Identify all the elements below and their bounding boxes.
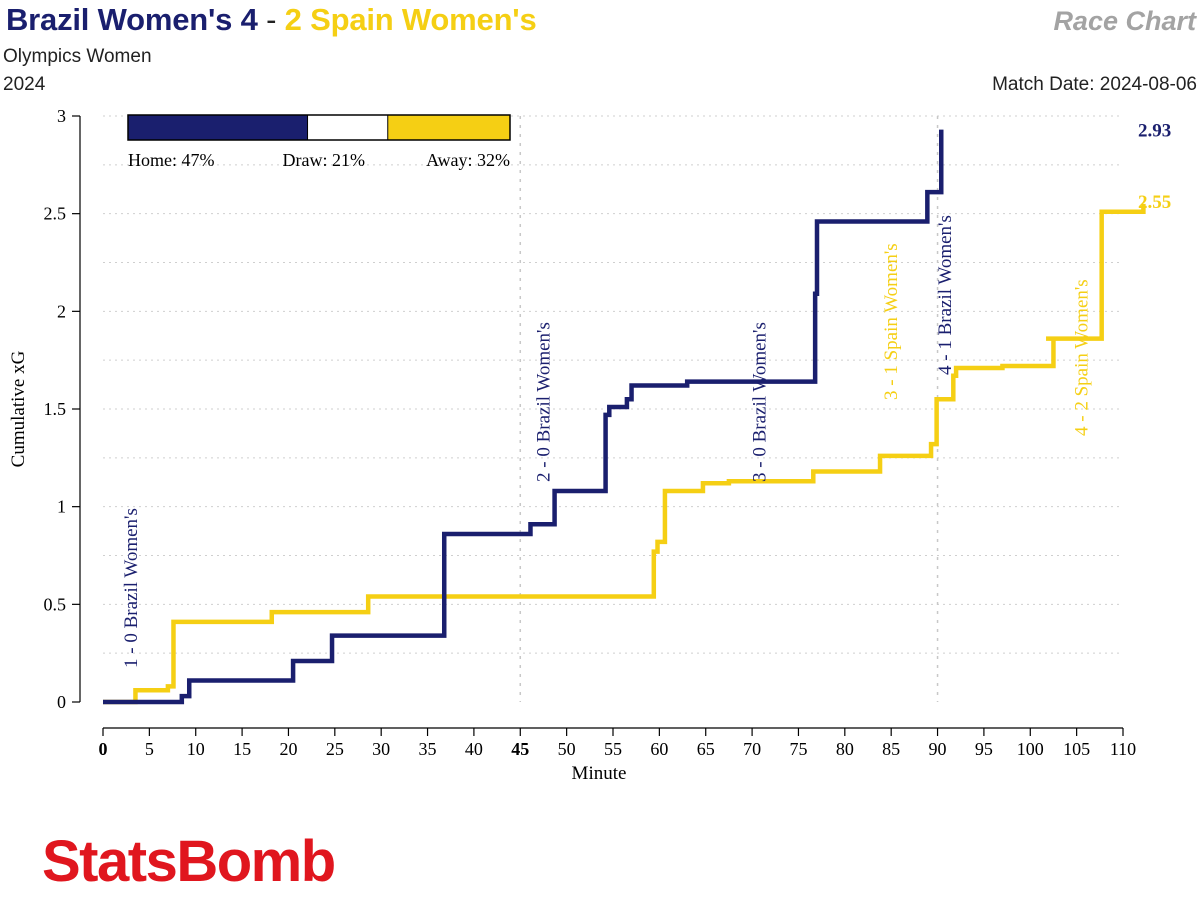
home-final-xg-label: 2.93 xyxy=(1138,121,1171,142)
win-prob-outline xyxy=(127,114,511,141)
x-tick-label: 85 xyxy=(882,739,900,759)
season-label: 2024 xyxy=(3,74,46,95)
chart-type-label: Race Chart xyxy=(1053,6,1196,36)
goal-annotation: 2 - 0 Brazil Women's xyxy=(533,322,554,482)
y-tick-label: 0.5 xyxy=(44,594,67,614)
x-tick-label: 25 xyxy=(326,739,344,759)
y-tick-label: 1 xyxy=(57,497,66,517)
y-tick-label: 1.5 xyxy=(44,399,67,419)
match-title: Brazil Women's 4 - 2 Spain Women's xyxy=(6,2,537,38)
y-axis-title: Cumulative xG xyxy=(8,350,29,467)
x-tick-label: 15 xyxy=(233,739,251,759)
x-tick-label: 30 xyxy=(372,739,390,759)
x-tick-label: 105 xyxy=(1063,739,1090,759)
away-final-xg-label: 2.55 xyxy=(1138,192,1171,213)
title-separator: - xyxy=(266,2,277,37)
away-score-title: 2 Spain Women's xyxy=(284,2,537,37)
goal-annotation: 4 - 1 Brazil Women's xyxy=(935,215,956,375)
x-tick-label: 75 xyxy=(789,739,807,759)
x-tick-label: 100 xyxy=(1017,739,1044,759)
x-tick-label: 40 xyxy=(465,739,483,759)
y-tick-label: 3 xyxy=(57,106,66,126)
goal-annotation: 3 - 0 Brazil Women's xyxy=(750,322,771,482)
x-tick-label: 110 xyxy=(1110,739,1136,759)
win-prob-away-label: Away: 32% xyxy=(426,150,510,170)
win-prob-home-segment xyxy=(128,115,308,140)
y-tick-label: 2 xyxy=(57,301,66,321)
x-tick-label: 20 xyxy=(279,739,297,759)
match-date: Match Date: 2024-08-06 xyxy=(992,74,1197,95)
x-tick-label: 60 xyxy=(650,739,668,759)
x-axis-title: Minute xyxy=(572,763,627,784)
win-prob-draw-label: Draw: 21% xyxy=(283,150,365,170)
goal-annotation: 1 - 0 Brazil Women's xyxy=(121,508,142,668)
x-tick-label: 35 xyxy=(419,739,437,759)
x-tick-label: 90 xyxy=(929,739,947,759)
statsbomb-logo: StatsBomb xyxy=(42,829,336,894)
win-prob-draw-segment xyxy=(307,115,388,140)
x-tick-label: 45 xyxy=(511,739,529,759)
y-tick-label: 0 xyxy=(57,692,66,712)
x-tick-label: 0 xyxy=(99,739,108,759)
x-tick-label: 65 xyxy=(697,739,715,759)
win-prob-away-segment xyxy=(387,115,510,140)
goal-annotation: 3 - 1 Spain Women's xyxy=(881,243,902,400)
home-score-title: Brazil Women's 4 xyxy=(6,2,258,37)
x-tick-label: 5 xyxy=(145,739,154,759)
x-tick-label: 55 xyxy=(604,739,622,759)
x-tick-label: 95 xyxy=(975,739,993,759)
away-xg-line xyxy=(103,203,1146,705)
goal-annotation: 4 - 2 Spain Women's xyxy=(1071,279,1092,436)
win-prob-home-label: Home: 47% xyxy=(128,150,214,170)
x-tick-label: 50 xyxy=(558,739,576,759)
home-xg-line xyxy=(103,129,944,705)
x-tick-label: 10 xyxy=(187,739,205,759)
x-tick-label: 70 xyxy=(743,739,761,759)
y-tick-label: 2.5 xyxy=(44,204,67,224)
x-tick-label: 80 xyxy=(836,739,854,759)
competition-name: Olympics Women xyxy=(3,46,152,67)
